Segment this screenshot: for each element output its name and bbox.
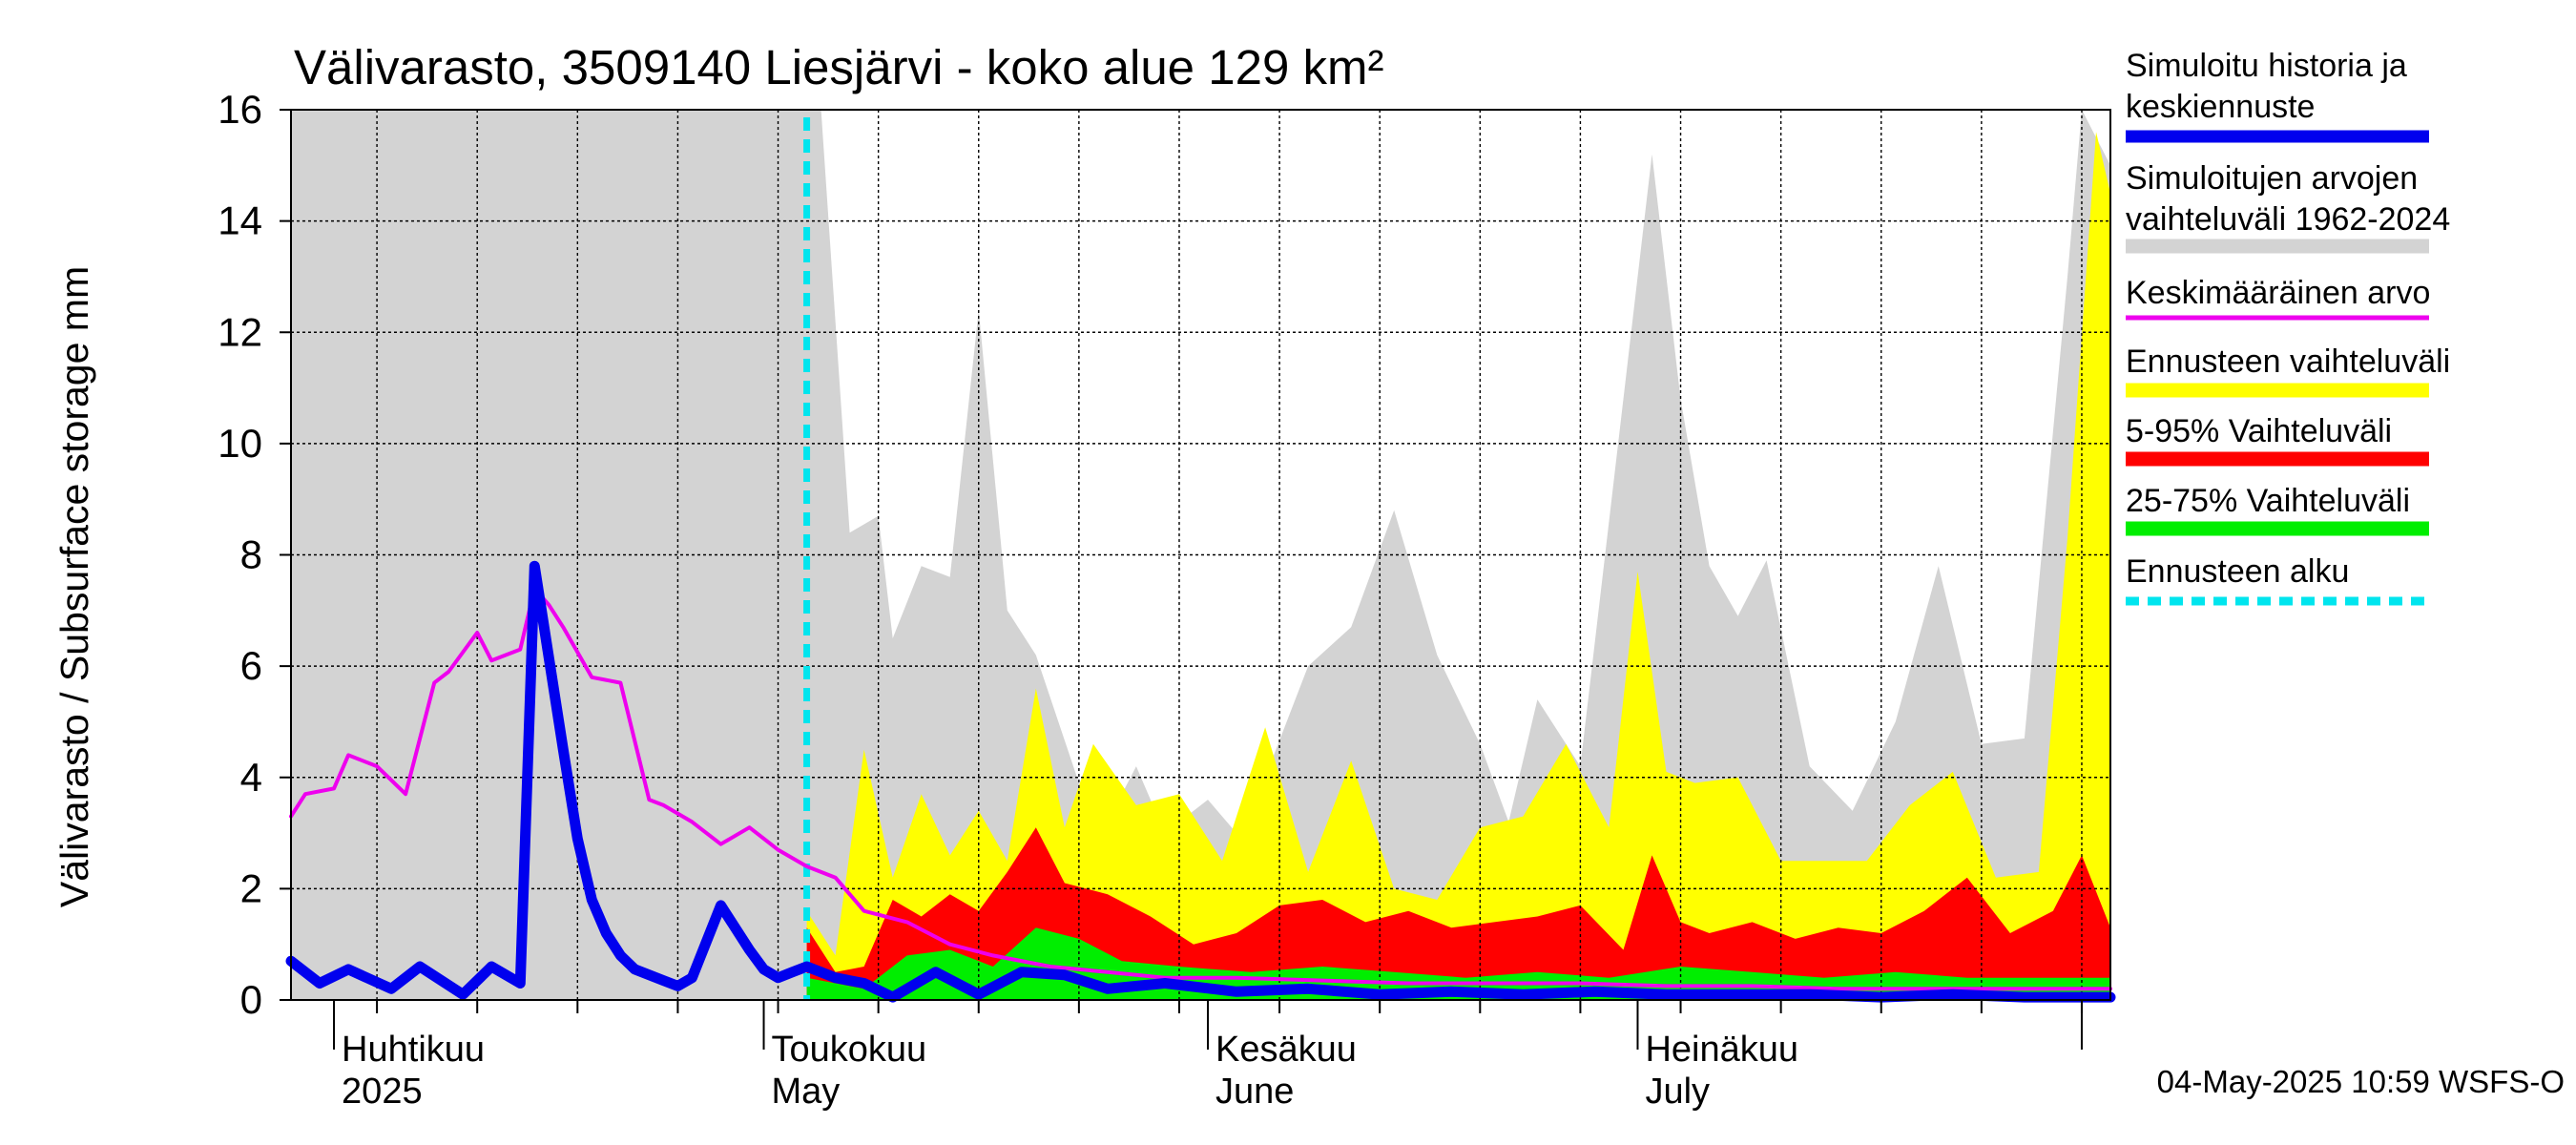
y-tick-label: 6 <box>240 643 262 688</box>
y-tick-label: 8 <box>240 532 262 577</box>
series-line-simuloitu-historia-ja-keskiennuste <box>285 560 2116 1003</box>
y-tick-label: 16 <box>218 87 262 132</box>
x-tick-label-en: 2025 <box>342 1072 423 1112</box>
x-tick-label-en: July <box>1645 1072 1710 1112</box>
plot-lines <box>285 117 2116 1003</box>
legend-label: vaihteluväli 1962-2024 <box>2126 201 2450 238</box>
y-tick-label: 2 <box>240 865 262 910</box>
legend-label: 5-95% Vaihteluväli <box>2126 413 2392 449</box>
legend-label: Ennusteen vaihteluväli <box>2126 344 2450 380</box>
legend-label: Simuloitu historia ja <box>2126 48 2407 84</box>
legend-item-5: 5-95% Vaihteluväli <box>2126 413 2429 467</box>
x-tick-label-fi: Toukokuu <box>772 1030 927 1070</box>
y-tick-label: 12 <box>218 309 262 354</box>
x-tick-label-en: May <box>772 1072 841 1112</box>
legend-item-3: Keskimääräinen arvo <box>2126 275 2430 321</box>
legend-label: keskiennuste <box>2126 89 2315 125</box>
x-tick-label-fi: Kesäkuu <box>1215 1030 1357 1070</box>
y-axis-label: Välivarasto / Subsurface storage mm <box>52 266 96 907</box>
x-tick-label-fi: Huhtikuu <box>342 1030 485 1070</box>
legend-item-6: 25-75% Vaihteluväli <box>2126 483 2429 536</box>
y-tick-label: 14 <box>218 198 262 243</box>
legend-label: 25-75% Vaihteluväli <box>2126 483 2410 519</box>
series-line-keskim-r-inen-arvo <box>289 586 2112 991</box>
legend-label: Ennusteen alku <box>2126 553 2349 590</box>
x-tick-label-fi: Heinäkuu <box>1645 1030 1798 1070</box>
legend-item-1: Simuloitu historia ja keskiennuste <box>2126 48 2429 143</box>
x-tick-label-en: June <box>1215 1072 1294 1112</box>
legend-item-4: Ennusteen vaihteluväli <box>2126 344 2450 398</box>
legend: Simuloitu historia jakeskiennusteSimuloi… <box>2126 48 2450 606</box>
chart-title: Välivarasto, 3509140 Liesjärvi - koko al… <box>294 40 1383 94</box>
footer-timestamp: 04-May-2025 10:59 WSFS-O <box>2157 1064 2565 1099</box>
legend-label: Keskimääräinen arvo <box>2126 275 2430 311</box>
y-tick-label: 0 <box>240 977 262 1022</box>
y-tick-label: 10 <box>218 421 262 466</box>
legend-item-2: Simuloitujen arvojen vaihteluväli 1962-20… <box>2126 160 2450 254</box>
y-tick-label: 4 <box>240 755 262 800</box>
legend-item-7: Ennusteen alku <box>2126 553 2429 606</box>
band-5-95-vaihteluv-li <box>806 827 2110 1000</box>
legend-label: Simuloitujen arvojen <box>2126 160 2418 197</box>
